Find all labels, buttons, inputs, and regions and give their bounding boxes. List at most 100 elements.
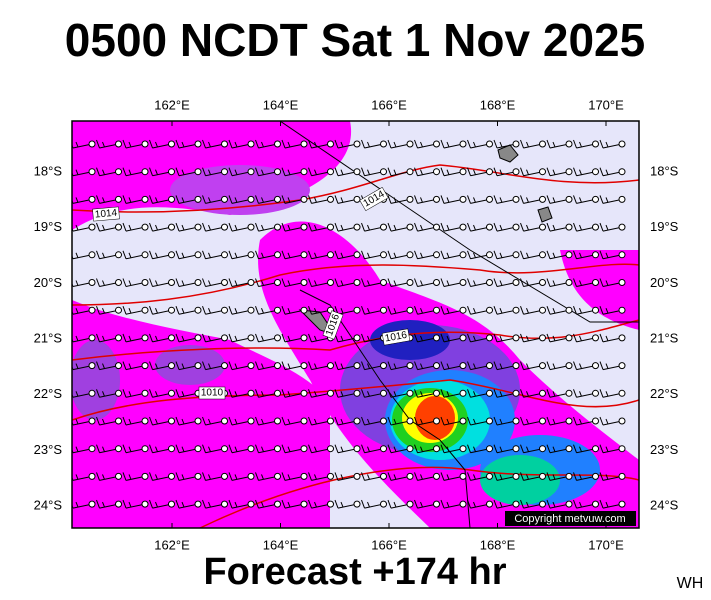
barb-station: [433, 362, 440, 370]
wind-barb: [308, 361, 334, 371]
latitude-label: 24°S: [34, 498, 63, 513]
wind-barb: [228, 195, 255, 204]
barb-station: [618, 472, 626, 480]
barb-station: [565, 195, 573, 203]
wind-barb: [599, 444, 626, 454]
barb-station: [115, 223, 122, 231]
wind-barb: [228, 499, 255, 509]
barb-station: [539, 279, 546, 286]
barb-station: [168, 417, 175, 425]
barb-station: [115, 472, 122, 480]
wind-barb: [387, 416, 414, 426]
wind-barb: [255, 250, 281, 260]
barb-station: [115, 445, 122, 453]
barb-station: [327, 251, 334, 259]
barb-station: [539, 445, 546, 453]
barb-station: [221, 334, 228, 342]
wind-barb: [599, 306, 626, 315]
barb-station: [168, 472, 175, 480]
barb-station: [539, 472, 546, 480]
wind-barb: [308, 389, 334, 398]
footer: Forecast +174 hr: [203, 551, 506, 593]
barb-station: [459, 168, 467, 176]
barb-station: [168, 140, 175, 148]
barb-station: [300, 223, 308, 231]
barb-station: [274, 445, 281, 453]
barb-station: [539, 168, 546, 176]
barb-station: [539, 306, 546, 314]
barb-station: [247, 500, 255, 508]
wind-barb: [255, 444, 281, 454]
wind-barb: [467, 472, 493, 481]
barb-station: [512, 334, 520, 342]
barb-station: [618, 417, 626, 425]
wind-barb: [202, 278, 228, 287]
barb-station: [512, 223, 520, 231]
barb-station: [221, 417, 228, 425]
wind-barb: [573, 195, 599, 204]
longitude-label: 164°E: [263, 537, 299, 552]
barb-station: [486, 306, 493, 314]
barb-station: [115, 417, 122, 425]
barb-station: [592, 251, 599, 259]
wind-barb: [175, 416, 202, 426]
wind-barb: [228, 472, 255, 481]
wind-barb: [520, 250, 546, 260]
barb-station: [512, 195, 520, 203]
barb-station: [141, 140, 149, 148]
wind-barb: [122, 139, 149, 149]
wind-barb: [467, 139, 493, 149]
wind-barb: [334, 139, 361, 149]
wind-barb: [520, 278, 546, 287]
barb-station: [406, 500, 414, 508]
wind-barb: [202, 444, 228, 454]
barb-station: [380, 500, 387, 508]
wind-barb: [281, 333, 308, 343]
barb-station: [300, 195, 308, 203]
wind-barb: [202, 139, 228, 149]
wind-barb: [308, 416, 334, 426]
wind-barb: [175, 333, 202, 343]
barb-station: [433, 334, 440, 342]
wind-barb: [228, 139, 255, 149]
barb-station: [274, 279, 281, 286]
wind-barb: [334, 472, 361, 481]
barb-station: [433, 500, 440, 508]
wind-barb: [228, 222, 255, 232]
barb-station: [618, 334, 626, 342]
wind-barb: [334, 195, 361, 204]
wind-barb: [467, 222, 493, 232]
wind-barb: [599, 195, 626, 204]
barb-station: [141, 195, 149, 203]
wind-barb: [281, 472, 308, 481]
barb-station: [380, 279, 387, 286]
barb-station: [115, 168, 122, 176]
wind-barb: [387, 499, 414, 509]
wind-barb: [546, 333, 573, 343]
wind-barb: [467, 250, 493, 260]
barb-station: [221, 472, 228, 480]
barb-station: [512, 500, 520, 508]
barb-station: [168, 223, 175, 231]
wind-barb: [387, 167, 414, 177]
barb-station: [406, 195, 414, 203]
wind-barb: [573, 139, 599, 149]
barb-station: [115, 362, 122, 370]
wind-barb: [72, 251, 96, 260]
barb-station: [274, 223, 281, 231]
barb-station: [433, 389, 440, 397]
barb-station: [88, 195, 96, 203]
barb-station: [194, 140, 202, 148]
barb-station: [592, 472, 599, 480]
barb-station: [459, 306, 467, 314]
barb-station: [168, 251, 175, 259]
barb-station: [353, 306, 361, 314]
wind-barb: [573, 389, 599, 398]
wind-barb: [122, 499, 149, 509]
barb-station: [247, 389, 255, 397]
wind-barb: [255, 333, 281, 343]
isobar-label: 1014: [92, 206, 120, 222]
barb-station: [459, 195, 467, 203]
barb-station: [459, 140, 467, 148]
